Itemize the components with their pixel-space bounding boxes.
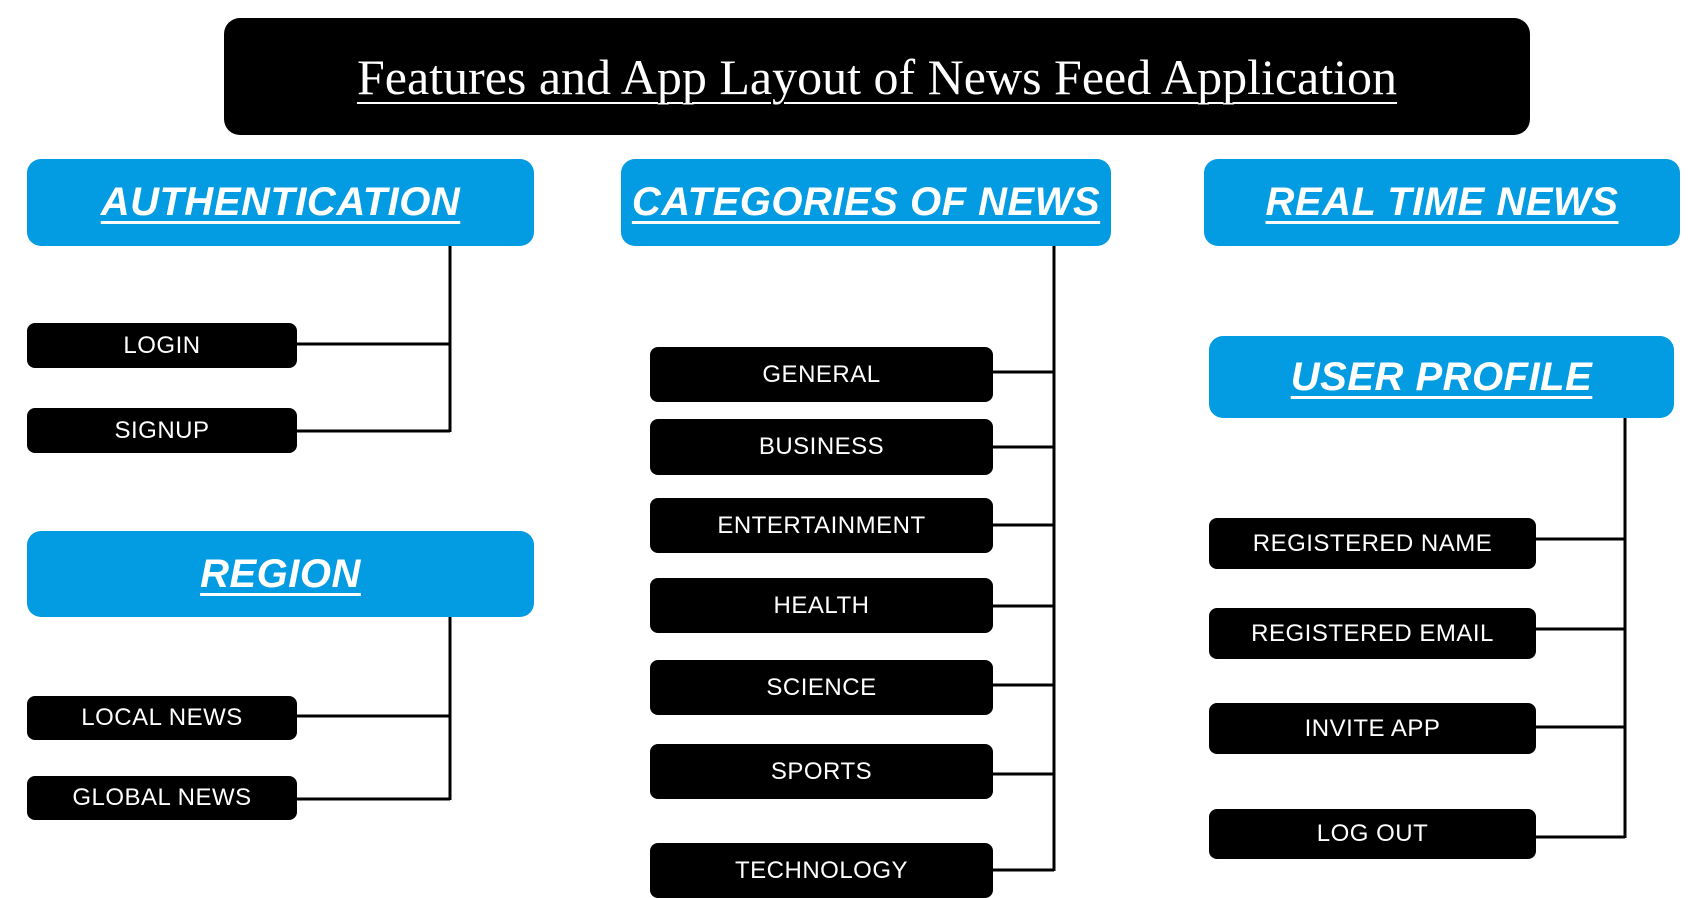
item-science: SCIENCE [650,660,993,715]
item-entertainment: ENTERTAINMENT [650,498,993,553]
item-registered-name: REGISTERED NAME [1209,518,1536,569]
item-global-news: GLOBAL NEWS [27,776,297,820]
item-registered-email-label: REGISTERED EMAIL [1251,619,1494,647]
header-profile: USER PROFILE [1209,336,1674,418]
item-business: BUSINESS [650,419,993,475]
header-categories-label: CATEGORIES OF NEWS [631,180,1101,224]
item-local-news: LOCAL NEWS [27,696,297,740]
item-log-out-label: LOG OUT [1316,820,1429,847]
item-science-label: SCIENCE [766,673,877,701]
item-business-label: BUSINESS [758,433,885,460]
item-signup: SIGNUP [27,408,297,453]
header-authentication-label: AUTHENTICATION [100,180,461,224]
header-profile-label: USER PROFILE [1290,354,1593,399]
item-health-label: HEALTH [773,591,870,619]
item-sports: SPORTS [650,744,993,799]
item-sports-label: SPORTS [770,757,873,785]
item-local-news-label: LOCAL NEWS [81,704,243,731]
item-registered-email: REGISTERED EMAIL [1209,608,1536,659]
header-realtime-label: REAL TIME NEWS [1265,180,1619,224]
header-authentication: AUTHENTICATION [27,159,534,246]
item-technology: TECHNOLOGY [650,843,993,898]
item-entertainment-label: ENTERTAINMENT [717,511,926,539]
item-login: LOGIN [27,323,297,368]
item-login-label: LOGIN [123,331,201,359]
item-global-news-label: GLOBAL NEWS [72,784,252,811]
item-registered-name-label: REGISTERED NAME [1252,529,1493,557]
diagram-title-bar: Features and App Layout of News Feed App… [224,18,1530,135]
item-general: GENERAL [650,347,993,402]
header-categories: CATEGORIES OF NEWS [621,159,1111,246]
item-technology-label: TECHNOLOGY [734,856,909,884]
header-region: REGION [27,531,534,617]
item-invite-app-label: INVITE APP [1304,714,1441,742]
item-log-out: LOG OUT [1209,809,1536,859]
header-region-label: REGION [200,551,361,596]
item-general-label: GENERAL [762,360,881,388]
item-invite-app: INVITE APP [1209,703,1536,754]
item-signup-label: SIGNUP [114,416,210,444]
header-realtime: REAL TIME NEWS [1204,159,1680,246]
diagram-title: Features and App Layout of News Feed App… [356,48,1398,105]
item-health: HEALTH [650,578,993,633]
